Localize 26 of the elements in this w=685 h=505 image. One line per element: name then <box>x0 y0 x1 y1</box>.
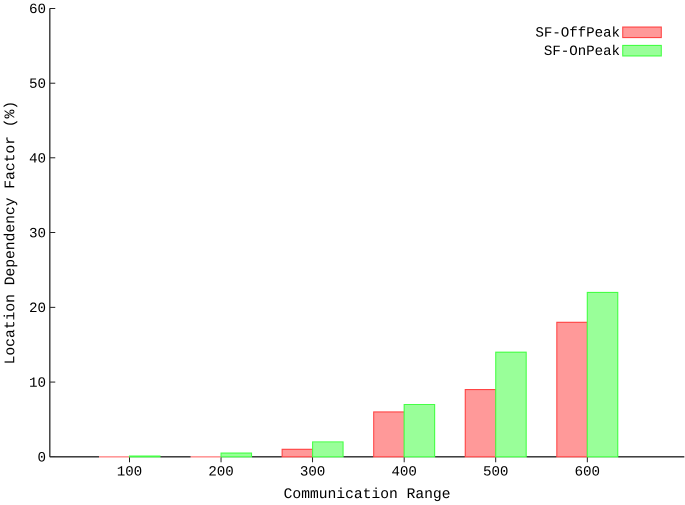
y-axis-title: Location Dependency Factor (%) <box>4 103 18 363</box>
x-tick-label: 600 <box>576 466 600 476</box>
bar <box>373 412 405 458</box>
y-tick-label: 10 <box>30 377 46 387</box>
legend-label: SF-OffPeak <box>536 26 620 37</box>
x-tick-label: 300 <box>300 466 324 476</box>
x-axis-title: Communication Range <box>284 488 450 502</box>
bar <box>586 292 618 458</box>
x-tick-label: 100 <box>118 466 142 476</box>
bar <box>556 322 588 458</box>
y-tick-label: 60 <box>30 4 46 14</box>
y-tick-label: 0 <box>38 452 46 462</box>
bar <box>282 448 314 458</box>
bar <box>495 352 527 458</box>
x-tick-label: 200 <box>209 466 233 476</box>
bar <box>312 441 344 458</box>
x-tick-label: 500 <box>484 466 508 476</box>
y-tick-label: 20 <box>30 302 46 312</box>
y-tick-label: 30 <box>30 228 46 238</box>
bar <box>404 404 436 458</box>
bar <box>220 452 252 458</box>
legend-label: SF-OnPeak <box>544 44 620 56</box>
y-tick-label: 50 <box>30 78 46 88</box>
bar <box>464 389 496 458</box>
y-tick-label: 40 <box>30 153 46 163</box>
x-tick-label: 400 <box>392 466 416 476</box>
